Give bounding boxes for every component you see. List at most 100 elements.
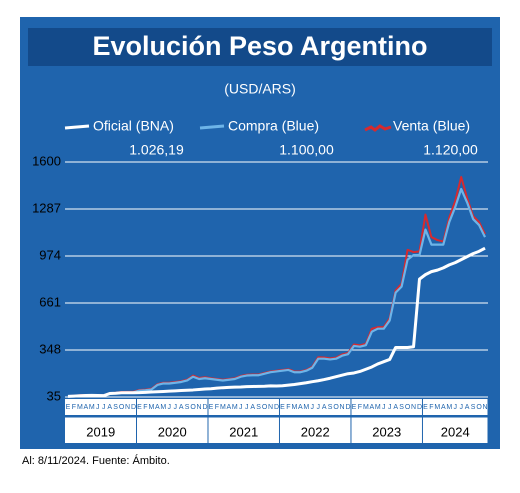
- y-tick-label: 1600: [32, 153, 61, 168]
- x-tick-label: N: [411, 404, 416, 411]
- x-tick-label: A: [393, 404, 398, 411]
- x-tick-label: M: [303, 404, 309, 411]
- x-tick-label: J: [453, 404, 457, 411]
- x-tick-label: E: [423, 404, 428, 411]
- x-tick-label: A: [250, 404, 255, 411]
- x-tick-label: M: [77, 404, 83, 411]
- x-tick-label: J: [239, 404, 243, 411]
- x-tick-label: M: [363, 404, 369, 411]
- legend-label: Venta (Blue): [393, 118, 470, 134]
- x-tick-label: M: [148, 404, 154, 411]
- x-tick-label: A: [441, 404, 446, 411]
- x-tick-label: E: [66, 404, 71, 411]
- x-tick-label: A: [84, 404, 89, 411]
- x-tick-label: E: [137, 404, 142, 411]
- x-tick-label: J: [96, 404, 100, 411]
- x-tick-label: N: [340, 404, 345, 411]
- x-tick-label: M: [434, 404, 440, 411]
- year-label: 2019: [86, 424, 115, 439]
- x-tick-label: S: [328, 404, 333, 411]
- x-tick-label: O: [333, 404, 339, 411]
- chart-title: Evolución Peso Argentino: [92, 31, 427, 61]
- x-tick-label: M: [160, 404, 166, 411]
- x-tick-label: D: [131, 404, 136, 411]
- x-tick-label: N: [482, 404, 487, 411]
- x-tick-label: D: [274, 404, 279, 411]
- legend-label: Compra (Blue): [228, 118, 319, 134]
- x-tick-label: O: [405, 404, 411, 411]
- x-tick-label: O: [262, 404, 268, 411]
- x-tick-label: F: [215, 404, 219, 411]
- x-tick-label: M: [232, 404, 238, 411]
- x-tick-label: A: [107, 404, 112, 411]
- y-tick-label: 974: [39, 247, 61, 262]
- legend-value: 1.120,00: [423, 142, 478, 158]
- x-tick-label: J: [459, 404, 463, 411]
- legend-swatch: [364, 124, 392, 132]
- x-tick-label: J: [316, 404, 320, 411]
- year-strip: [65, 417, 488, 443]
- year-label: 2022: [301, 424, 330, 439]
- legend-swatch: [199, 124, 225, 130]
- x-tick-label: E: [209, 404, 214, 411]
- x-tick-label: N: [125, 404, 130, 411]
- legend-value: 1.026,19: [129, 142, 184, 158]
- x-tick-label: M: [291, 404, 297, 411]
- x-tick-label: F: [286, 404, 290, 411]
- legend-value: 1.100,00: [279, 142, 334, 158]
- x-tick-label: D: [345, 404, 350, 411]
- year-label: 2023: [372, 424, 401, 439]
- x-tick-label: J: [310, 404, 314, 411]
- x-tick-label: A: [298, 404, 303, 411]
- y-tick-label: 661: [39, 294, 61, 309]
- x-tick-label: A: [227, 404, 232, 411]
- x-tick-label: S: [113, 404, 118, 411]
- x-tick-label: S: [399, 404, 404, 411]
- x-tick-label: S: [185, 404, 190, 411]
- x-tick-label: M: [89, 404, 95, 411]
- title-banner: [28, 28, 492, 66]
- x-tick-label: O: [190, 404, 196, 411]
- y-tick-label: 348: [39, 341, 61, 356]
- x-tick-label: J: [388, 404, 392, 411]
- x-tick-label: J: [382, 404, 386, 411]
- x-tick-label: A: [155, 404, 160, 411]
- chart-subtitle: (USD/ARS): [224, 81, 296, 97]
- series-line: [67, 187, 487, 398]
- x-tick-label: J: [102, 404, 106, 411]
- x-tick-label: A: [322, 404, 327, 411]
- x-tick-label: O: [119, 404, 125, 411]
- x-tick-label: M: [375, 404, 381, 411]
- x-tick-label: A: [179, 404, 184, 411]
- x-tick-label: O: [476, 404, 482, 411]
- x-tick-label: N: [197, 404, 202, 411]
- x-tick-label: J: [173, 404, 177, 411]
- x-tick-label: E: [352, 404, 357, 411]
- y-tick-label: 35: [47, 388, 61, 403]
- source-note: Al: 8/11/2024. Fuente: Ámbito.: [22, 454, 170, 467]
- x-tick-label: A: [465, 404, 470, 411]
- x-tick-label: S: [471, 404, 476, 411]
- chart-background: [20, 17, 500, 449]
- x-tick-label: E: [280, 404, 285, 411]
- year-label: 2020: [158, 424, 187, 439]
- x-tick-label: D: [417, 404, 422, 411]
- x-tick-label: M: [446, 404, 452, 411]
- y-tick-label: 1287: [32, 200, 61, 215]
- x-tick-label: J: [245, 404, 249, 411]
- x-tick-label: F: [143, 404, 147, 411]
- legend-swatch: [64, 124, 90, 130]
- x-tick-label: J: [168, 404, 172, 411]
- month-strip: [65, 399, 488, 415]
- x-tick-label: F: [358, 404, 362, 411]
- x-tick-label: N: [268, 404, 273, 411]
- series-line: [67, 246, 486, 398]
- year-label: 2024: [441, 424, 470, 439]
- x-tick-label: A: [369, 404, 374, 411]
- x-tick-label: M: [220, 404, 226, 411]
- x-tick-label: D: [202, 404, 207, 411]
- legend-label: Oficial (BNA): [93, 118, 174, 134]
- year-label: 2021: [229, 424, 258, 439]
- x-tick-label: F: [429, 404, 433, 411]
